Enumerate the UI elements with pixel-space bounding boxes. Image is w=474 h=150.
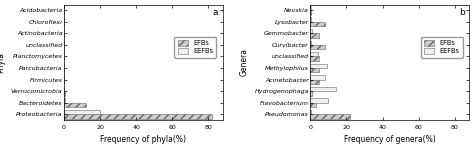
Bar (310, 103, 316, 107)
Bar (310, 114, 350, 119)
Text: b: b (459, 8, 465, 17)
Bar (310, 57, 319, 61)
Legend: EFBs, EEFBs: EFBs, EEFBs (174, 37, 217, 57)
Bar (310, 68, 319, 72)
Bar (310, 87, 336, 91)
Bar (310, 10, 311, 15)
Bar (310, 75, 325, 80)
Bar (310, 110, 311, 114)
Bar (310, 52, 318, 57)
Bar (310, 29, 312, 33)
Bar (310, 80, 319, 84)
Bar (64, 110, 100, 114)
Bar (64, 103, 86, 107)
Bar (310, 6, 311, 10)
Bar (310, 40, 311, 45)
Y-axis label: Genera: Genera (240, 48, 249, 76)
Bar (310, 91, 312, 96)
Text: a: a (213, 8, 218, 17)
Bar (64, 98, 65, 103)
Bar (310, 64, 327, 68)
Bar (310, 98, 328, 103)
Bar (64, 91, 65, 96)
Bar (64, 114, 212, 119)
Bar (310, 33, 319, 38)
Legend: EFBs, EEFBs: EFBs, EEFBs (421, 37, 463, 57)
Y-axis label: Phyla: Phyla (0, 52, 5, 73)
X-axis label: Frequency of genera(%): Frequency of genera(%) (344, 135, 436, 144)
Bar (310, 22, 325, 26)
X-axis label: Frequency of phyla(%): Frequency of phyla(%) (100, 135, 186, 144)
Bar (310, 45, 325, 49)
